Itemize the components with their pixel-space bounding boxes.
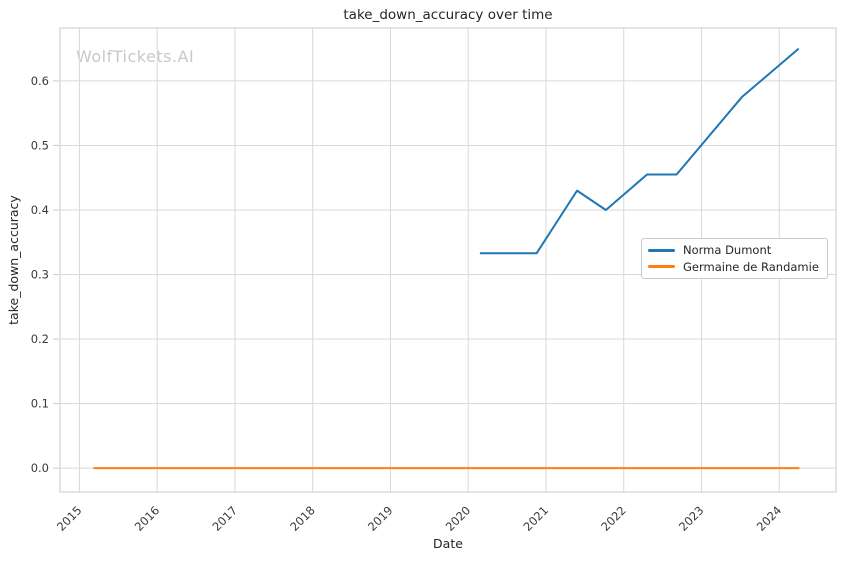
svg-text:0.6: 0.6 — [31, 74, 49, 88]
svg-text:0.4: 0.4 — [31, 203, 49, 217]
svg-text:0.5: 0.5 — [31, 138, 49, 152]
legend: Norma Dumont Germaine de Randamie — [641, 238, 828, 279]
svg-text:2022: 2022 — [598, 503, 629, 534]
legend-swatch-series-1 — [648, 265, 675, 269]
chart-title: take_down_accuracy over time — [343, 7, 553, 23]
svg-text:2016: 2016 — [132, 503, 163, 534]
x-axis-label: Date — [433, 536, 463, 551]
svg-text:2019: 2019 — [365, 503, 396, 534]
legend-label: Germaine de Randamie — [683, 259, 819, 274]
svg-text:2017: 2017 — [209, 503, 240, 534]
legend-swatch-series-0 — [648, 248, 675, 252]
series-lines — [93, 47, 800, 470]
svg-text:0.1: 0.1 — [31, 397, 49, 411]
series-line-norma-dumont — [479, 47, 800, 255]
svg-text:2020: 2020 — [443, 503, 474, 534]
svg-text:2023: 2023 — [676, 503, 707, 534]
y-axis-label: take_down_accuracy — [6, 195, 21, 325]
watermark: WolfTickets.AI — [76, 47, 195, 66]
svg-text:2018: 2018 — [287, 503, 318, 534]
svg-text:0.2: 0.2 — [31, 332, 49, 346]
y-tick-labels: 0.0 0.1 0.2 0.3 0.4 0.5 0.6 — [31, 74, 49, 475]
plot-border — [59, 27, 837, 493]
svg-text:0.3: 0.3 — [31, 268, 49, 282]
legend-label: Norma Dumont — [683, 243, 772, 258]
x-tick-labels: 2015 2016 2017 2018 2019 2020 2021 2022 2023 2024 — [54, 503, 784, 534]
legend-item: Germaine de Randamie — [648, 259, 821, 276]
svg-text:2021: 2021 — [520, 503, 551, 534]
svg-text:2015: 2015 — [54, 503, 85, 534]
axis-tick-marks — [53, 80, 59, 469]
svg-text:0.0: 0.0 — [31, 461, 49, 475]
svg-text:2024: 2024 — [754, 503, 785, 534]
legend-item: Norma Dumont — [648, 242, 821, 259]
